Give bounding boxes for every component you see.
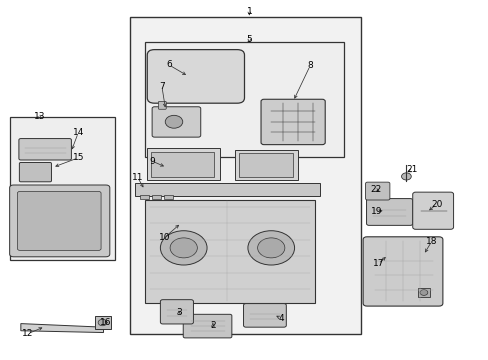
- Bar: [140, 195, 148, 199]
- Circle shape: [419, 290, 427, 296]
- Text: 3: 3: [176, 309, 182, 318]
- FancyBboxPatch shape: [363, 237, 442, 306]
- Polygon shape: [21, 324, 103, 333]
- Text: 9: 9: [149, 157, 155, 166]
- Text: 14: 14: [72, 129, 84, 138]
- FancyBboxPatch shape: [261, 99, 325, 145]
- Circle shape: [170, 238, 197, 258]
- Bar: [95, 316, 111, 329]
- Bar: [144, 42, 344, 157]
- Text: 16: 16: [100, 318, 111, 327]
- Bar: [135, 183, 319, 196]
- Text: 4: 4: [278, 314, 283, 323]
- Text: 1: 1: [246, 6, 252, 15]
- FancyBboxPatch shape: [366, 199, 412, 225]
- FancyBboxPatch shape: [152, 107, 201, 137]
- Text: 20: 20: [430, 200, 441, 209]
- Text: 13: 13: [34, 112, 45, 121]
- Bar: [130, 18, 361, 334]
- Bar: [238, 153, 292, 177]
- Text: 10: 10: [158, 233, 170, 242]
- Bar: [144, 200, 314, 303]
- Bar: [10, 117, 115, 260]
- Bar: [151, 152, 214, 177]
- Text: 8: 8: [306, 61, 312, 70]
- Text: 6: 6: [166, 60, 172, 69]
- Bar: [147, 148, 220, 180]
- Text: 22: 22: [369, 185, 381, 194]
- Circle shape: [257, 238, 285, 258]
- Bar: [417, 288, 429, 297]
- Text: 21: 21: [406, 166, 417, 175]
- Bar: [234, 150, 297, 180]
- Circle shape: [401, 173, 410, 180]
- Circle shape: [247, 231, 294, 265]
- FancyBboxPatch shape: [18, 192, 101, 250]
- Text: 17: 17: [372, 260, 383, 269]
- FancyBboxPatch shape: [20, 162, 51, 182]
- FancyBboxPatch shape: [19, 139, 71, 160]
- Text: 5: 5: [246, 35, 252, 44]
- Text: 15: 15: [72, 153, 84, 162]
- FancyBboxPatch shape: [365, 182, 389, 200]
- FancyBboxPatch shape: [243, 303, 286, 327]
- Text: 18: 18: [425, 237, 437, 246]
- FancyBboxPatch shape: [412, 192, 453, 229]
- Circle shape: [165, 115, 183, 128]
- FancyBboxPatch shape: [160, 300, 193, 324]
- FancyBboxPatch shape: [147, 50, 244, 103]
- Bar: [164, 195, 173, 199]
- FancyBboxPatch shape: [183, 314, 231, 338]
- Circle shape: [160, 231, 206, 265]
- Text: 11: 11: [131, 173, 143, 182]
- Circle shape: [98, 319, 107, 326]
- Text: 2: 2: [210, 321, 215, 330]
- Text: 7: 7: [159, 82, 164, 91]
- FancyBboxPatch shape: [158, 102, 166, 109]
- FancyBboxPatch shape: [10, 185, 110, 257]
- Bar: [152, 195, 161, 199]
- Text: 19: 19: [370, 207, 382, 216]
- Text: 12: 12: [22, 329, 34, 338]
